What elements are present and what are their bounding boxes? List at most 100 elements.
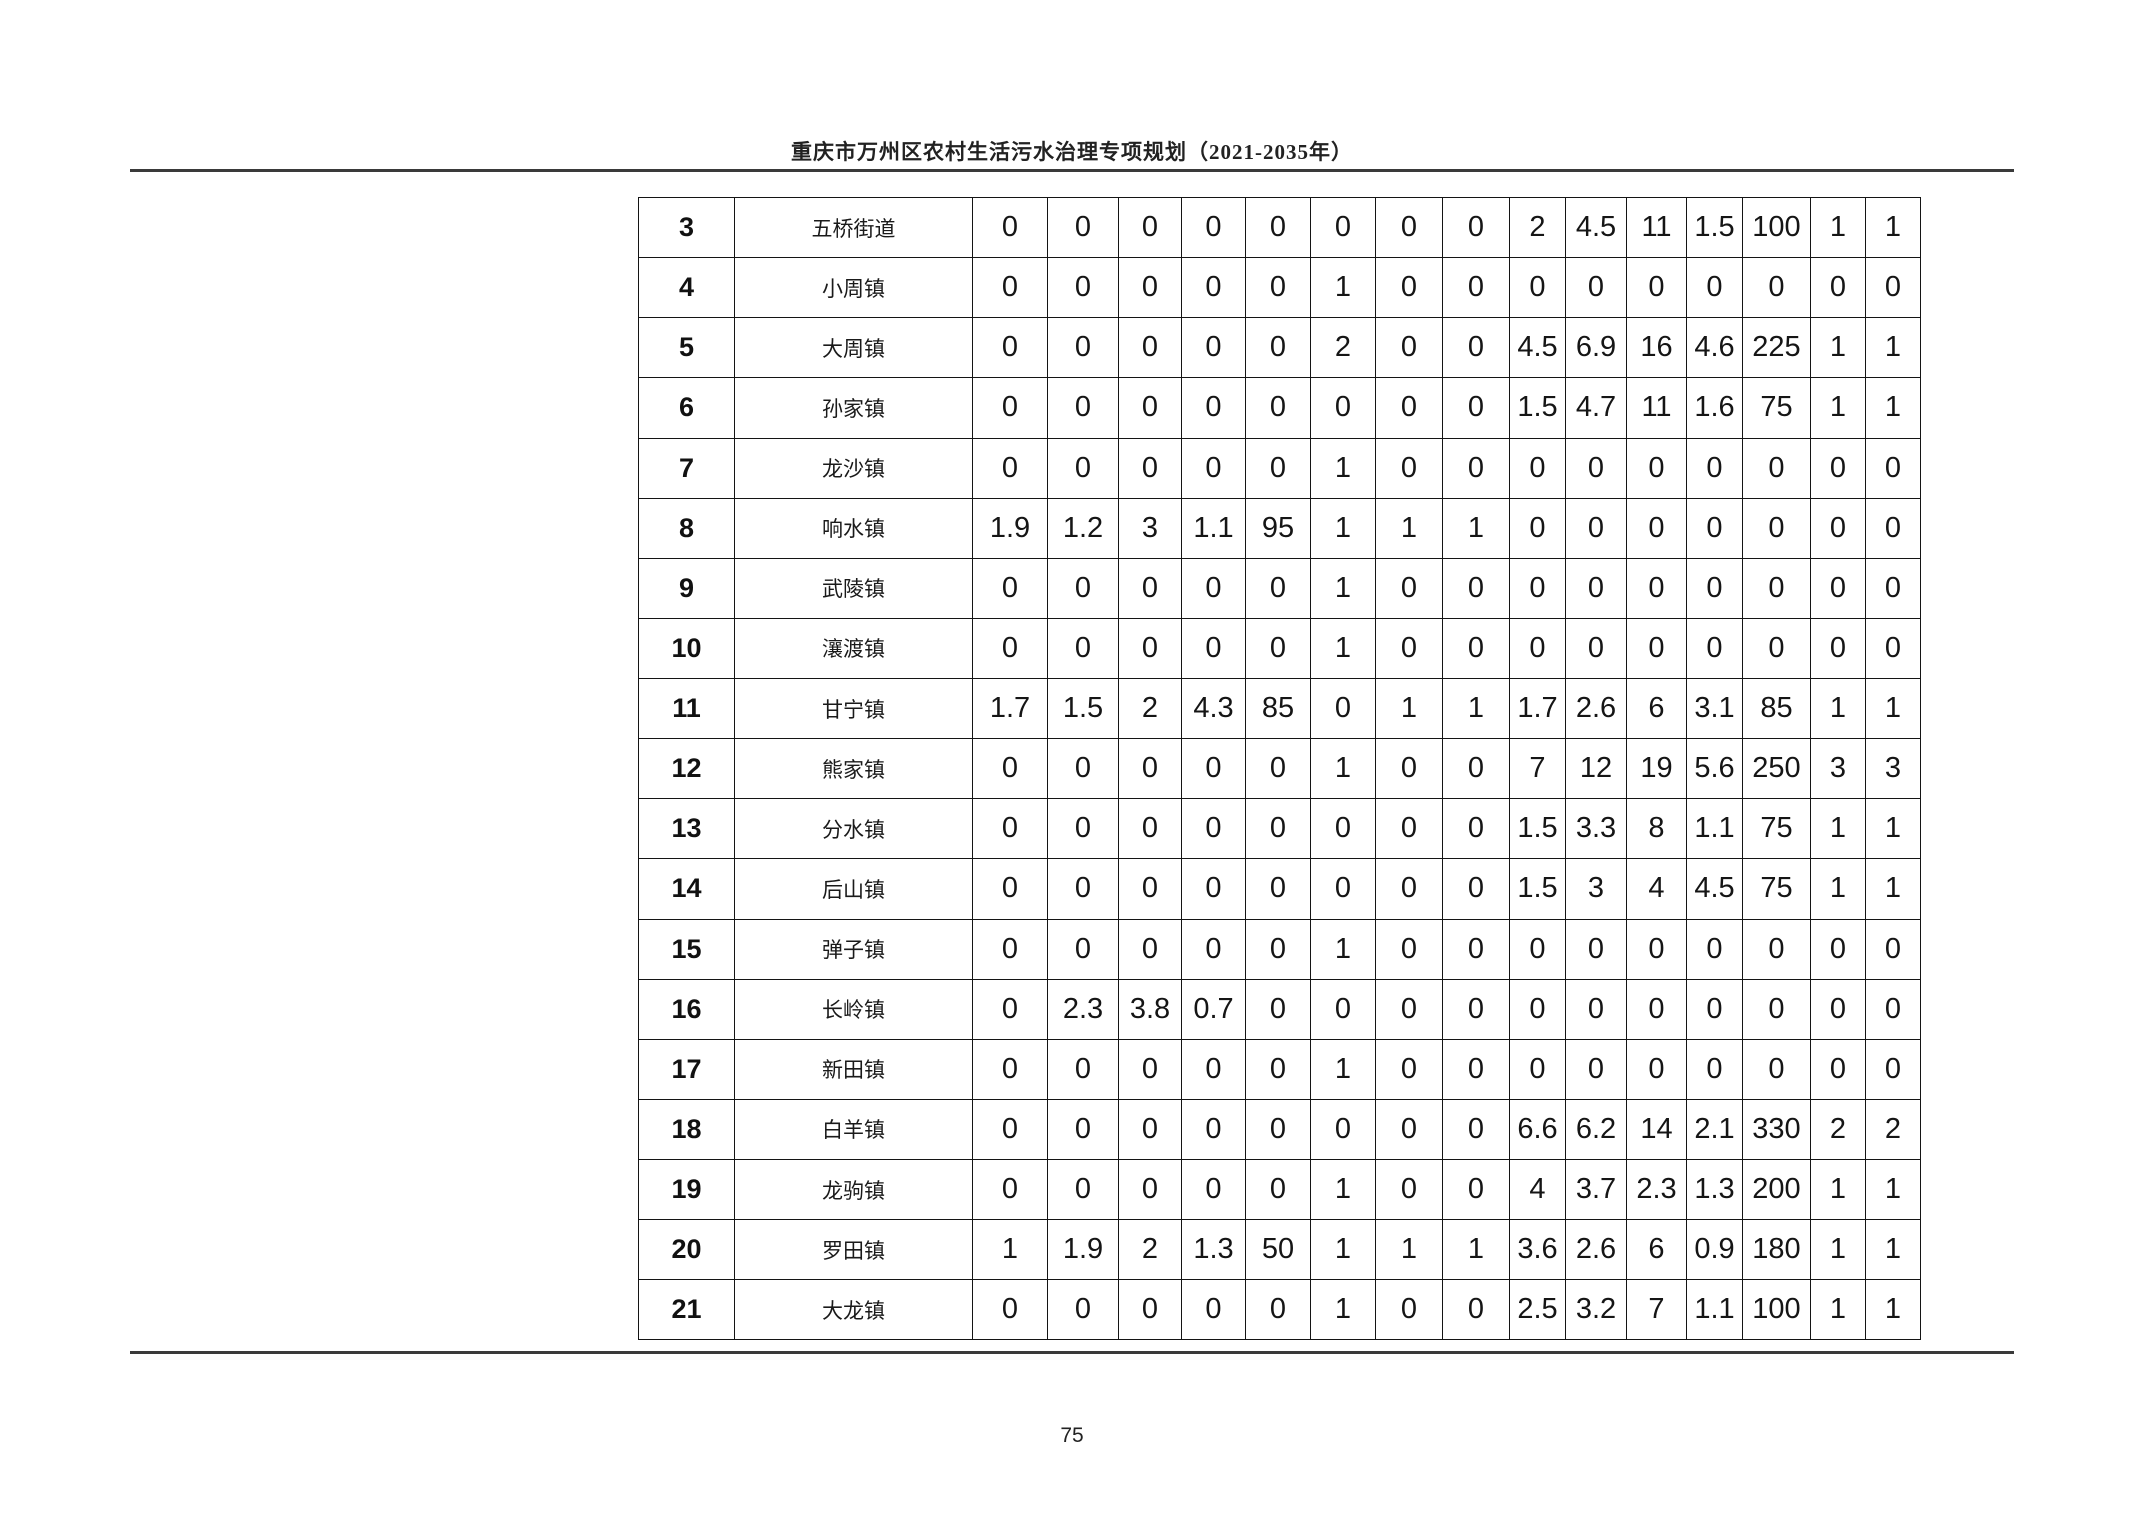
value-cell: 1 bbox=[1442, 497, 1510, 559]
value-cell: 5.6 bbox=[1686, 738, 1743, 800]
value-cell: 0 bbox=[1742, 978, 1811, 1040]
value-cell: 0 bbox=[1118, 738, 1182, 800]
table-row: 16 长岭镇 0 2.3 3.8 0.7 0 0 0 0 0 0 0 0 0 0… bbox=[638, 978, 1921, 1040]
table-row: 10 瀼渡镇 0 0 0 0 0 1 0 0 0 0 0 0 0 0 0 bbox=[638, 617, 1921, 680]
value-cell: 0 bbox=[1118, 1279, 1182, 1341]
value-cell: 0 bbox=[1442, 557, 1510, 619]
value-cell: 0 bbox=[1626, 557, 1687, 619]
table-body: 3 五桥街道 0 0 0 0 0 0 0 0 2 4.5 11 1.5 100 … bbox=[638, 196, 1921, 1341]
value-cell: 4 bbox=[1509, 1158, 1566, 1221]
value-cell: 0 bbox=[972, 257, 1048, 319]
value-cell: 3 bbox=[1565, 858, 1627, 920]
value-cell: 0 bbox=[972, 978, 1048, 1040]
value-cell: 0 bbox=[1375, 918, 1443, 980]
row-number: 13 bbox=[638, 798, 735, 860]
document-header-title: 重庆市万州区农村生活污水治理专项规划（2021-2035年） bbox=[791, 140, 1353, 164]
value-cell: 0 bbox=[1442, 196, 1510, 259]
value-cell: 1 bbox=[1310, 257, 1376, 319]
value-cell: 0 bbox=[1245, 798, 1311, 860]
value-cell: 0 bbox=[1181, 1038, 1246, 1100]
value-cell: 7 bbox=[1626, 1279, 1687, 1341]
value-cell: 0 bbox=[1245, 196, 1311, 259]
row-number: 12 bbox=[638, 738, 735, 800]
value-cell: 0 bbox=[1565, 617, 1627, 680]
town-name: 龙驹镇 bbox=[734, 1158, 973, 1221]
value-cell: 100 bbox=[1742, 196, 1811, 259]
value-cell: 0 bbox=[1245, 257, 1311, 319]
value-cell: 0 bbox=[1310, 377, 1376, 439]
value-cell: 1.1 bbox=[1686, 798, 1743, 860]
value-cell: 0 bbox=[1181, 1098, 1246, 1161]
table-row: 6 孙家镇 0 0 0 0 0 0 0 0 1.5 4.7 11 1.6 75 … bbox=[638, 377, 1921, 439]
value-cell: 1 bbox=[1375, 677, 1443, 740]
value-cell: 0 bbox=[1742, 1038, 1811, 1100]
value-cell: 0 bbox=[1509, 557, 1566, 619]
value-cell: 4.6 bbox=[1686, 317, 1743, 379]
value-cell: 0 bbox=[1865, 257, 1921, 319]
value-cell: 1 bbox=[1810, 1279, 1866, 1341]
value-cell: 0.9 bbox=[1686, 1219, 1743, 1281]
value-cell: 1 bbox=[1310, 918, 1376, 980]
town-name: 孙家镇 bbox=[734, 377, 973, 439]
value-cell: 0 bbox=[1245, 1158, 1311, 1221]
value-cell: 0 bbox=[1047, 798, 1119, 860]
town-name: 白羊镇 bbox=[734, 1098, 973, 1161]
value-cell: 85 bbox=[1742, 677, 1811, 740]
value-cell: 1 bbox=[1375, 1219, 1443, 1281]
row-number: 15 bbox=[638, 918, 735, 980]
value-cell: 2 bbox=[1509, 196, 1566, 259]
value-cell: 2 bbox=[1810, 1098, 1866, 1161]
town-name: 瀼渡镇 bbox=[734, 617, 973, 680]
value-cell: 1 bbox=[1810, 798, 1866, 860]
town-name: 响水镇 bbox=[734, 497, 973, 559]
value-cell: 0 bbox=[972, 196, 1048, 259]
value-cell: 330 bbox=[1742, 1098, 1811, 1161]
table-row: 4 小周镇 0 0 0 0 0 1 0 0 0 0 0 0 0 0 0 bbox=[638, 257, 1921, 319]
value-cell: 0 bbox=[1626, 918, 1687, 980]
value-cell: 1 bbox=[1810, 1158, 1866, 1221]
town-name: 大周镇 bbox=[734, 317, 973, 379]
value-cell: 0 bbox=[1742, 557, 1811, 619]
value-cell: 0 bbox=[1047, 1098, 1119, 1161]
row-number: 14 bbox=[638, 858, 735, 920]
value-cell: 0 bbox=[1181, 557, 1246, 619]
value-cell: 0 bbox=[1245, 738, 1311, 800]
value-cell: 1 bbox=[1810, 317, 1866, 379]
value-cell: 0 bbox=[1742, 918, 1811, 980]
value-cell: 0 bbox=[1442, 1158, 1510, 1221]
value-cell: 2.6 bbox=[1565, 1219, 1627, 1281]
value-cell: 0 bbox=[1181, 798, 1246, 860]
page-number: 75 bbox=[1060, 1424, 1084, 1447]
value-cell: 11 bbox=[1626, 196, 1687, 259]
value-cell: 0 bbox=[1626, 978, 1687, 1040]
value-cell: 3 bbox=[1118, 497, 1182, 559]
value-cell: 180 bbox=[1742, 1219, 1811, 1281]
value-cell: 2.5 bbox=[1509, 1279, 1566, 1341]
town-name: 后山镇 bbox=[734, 858, 973, 920]
value-cell: 0 bbox=[1047, 1038, 1119, 1100]
value-cell: 1.1 bbox=[1686, 1279, 1743, 1341]
town-name: 五桥街道 bbox=[734, 196, 973, 259]
value-cell: 0 bbox=[1118, 377, 1182, 439]
value-cell: 3.2 bbox=[1565, 1279, 1627, 1341]
value-cell: 16 bbox=[1626, 317, 1687, 379]
value-cell: 0 bbox=[1686, 978, 1743, 1040]
value-cell: 1.7 bbox=[972, 677, 1048, 740]
value-cell: 2 bbox=[1310, 317, 1376, 379]
town-name: 长岭镇 bbox=[734, 978, 973, 1040]
value-cell: 1.6 bbox=[1686, 377, 1743, 439]
value-cell: 0 bbox=[1245, 1098, 1311, 1161]
value-cell: 0 bbox=[1442, 437, 1510, 499]
value-cell: 1 bbox=[1865, 1279, 1921, 1341]
value-cell: 0 bbox=[972, 617, 1048, 680]
value-cell: 0 bbox=[972, 1098, 1048, 1161]
value-cell: 225 bbox=[1742, 317, 1811, 379]
value-cell: 0 bbox=[1626, 497, 1687, 559]
value-cell: 100 bbox=[1742, 1279, 1811, 1341]
value-cell: 0 bbox=[1565, 978, 1627, 1040]
town-name: 武陵镇 bbox=[734, 557, 973, 619]
value-cell: 1.5 bbox=[1509, 798, 1566, 860]
value-cell: 0 bbox=[1118, 617, 1182, 680]
value-cell: 0 bbox=[1442, 617, 1510, 680]
value-cell: 1 bbox=[972, 1219, 1048, 1281]
